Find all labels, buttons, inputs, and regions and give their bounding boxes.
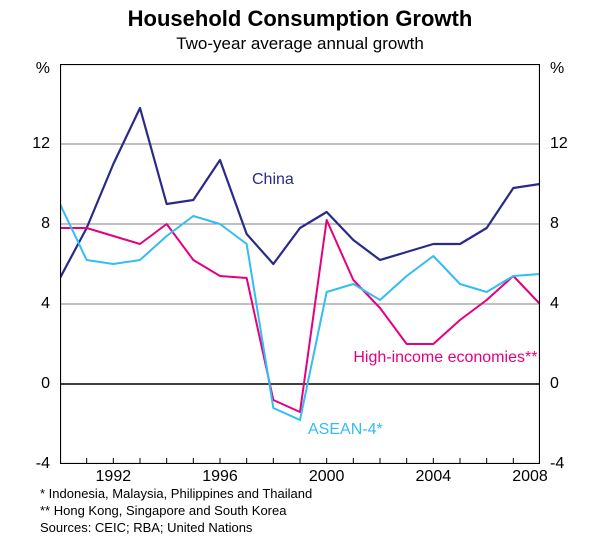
unit-label: %: [0, 60, 50, 78]
tick-label tick-right: 0: [550, 375, 559, 393]
footnote-sources: Sources: CEIC; RBA; United Nations: [40, 520, 252, 535]
tick-label: 2004: [416, 468, 452, 486]
footnote-2: ** Hong Kong, Singapore and South Korea: [40, 503, 286, 518]
series-label: High-income economies**: [353, 349, 537, 367]
tick-label: 1996: [202, 468, 238, 486]
tick-label: 1992: [96, 468, 132, 486]
tick-label tick-right: 4: [550, 295, 559, 313]
tick-label tick-left: 12: [0, 135, 50, 153]
tick-label tick-left: 8: [0, 215, 50, 233]
tick-label: 2000: [309, 468, 345, 486]
tick-label: 2008: [512, 468, 548, 486]
footnote-1: * Indonesia, Malaysia, Philippines and T…: [40, 486, 312, 501]
chart-subtitle: Two-year average annual growth: [0, 32, 600, 54]
tick-label tick-right: 12: [550, 135, 568, 153]
tick-label tick-left: -4: [0, 455, 50, 473]
chart-title: Household Consumption Growth: [0, 0, 600, 32]
series-label: China: [252, 171, 294, 189]
tick-label tick-left: 4: [0, 295, 50, 313]
unit-label: %: [550, 60, 564, 78]
plot-area: [60, 64, 540, 464]
tick-label tick-left: 0: [0, 375, 50, 393]
chart-container: Household Consumption Growth Two-year av…: [0, 0, 600, 545]
series-label: ASEAN-4*: [308, 421, 383, 439]
tick-label tick-right: -4: [550, 455, 564, 473]
tick-label tick-right: 8: [550, 215, 559, 233]
